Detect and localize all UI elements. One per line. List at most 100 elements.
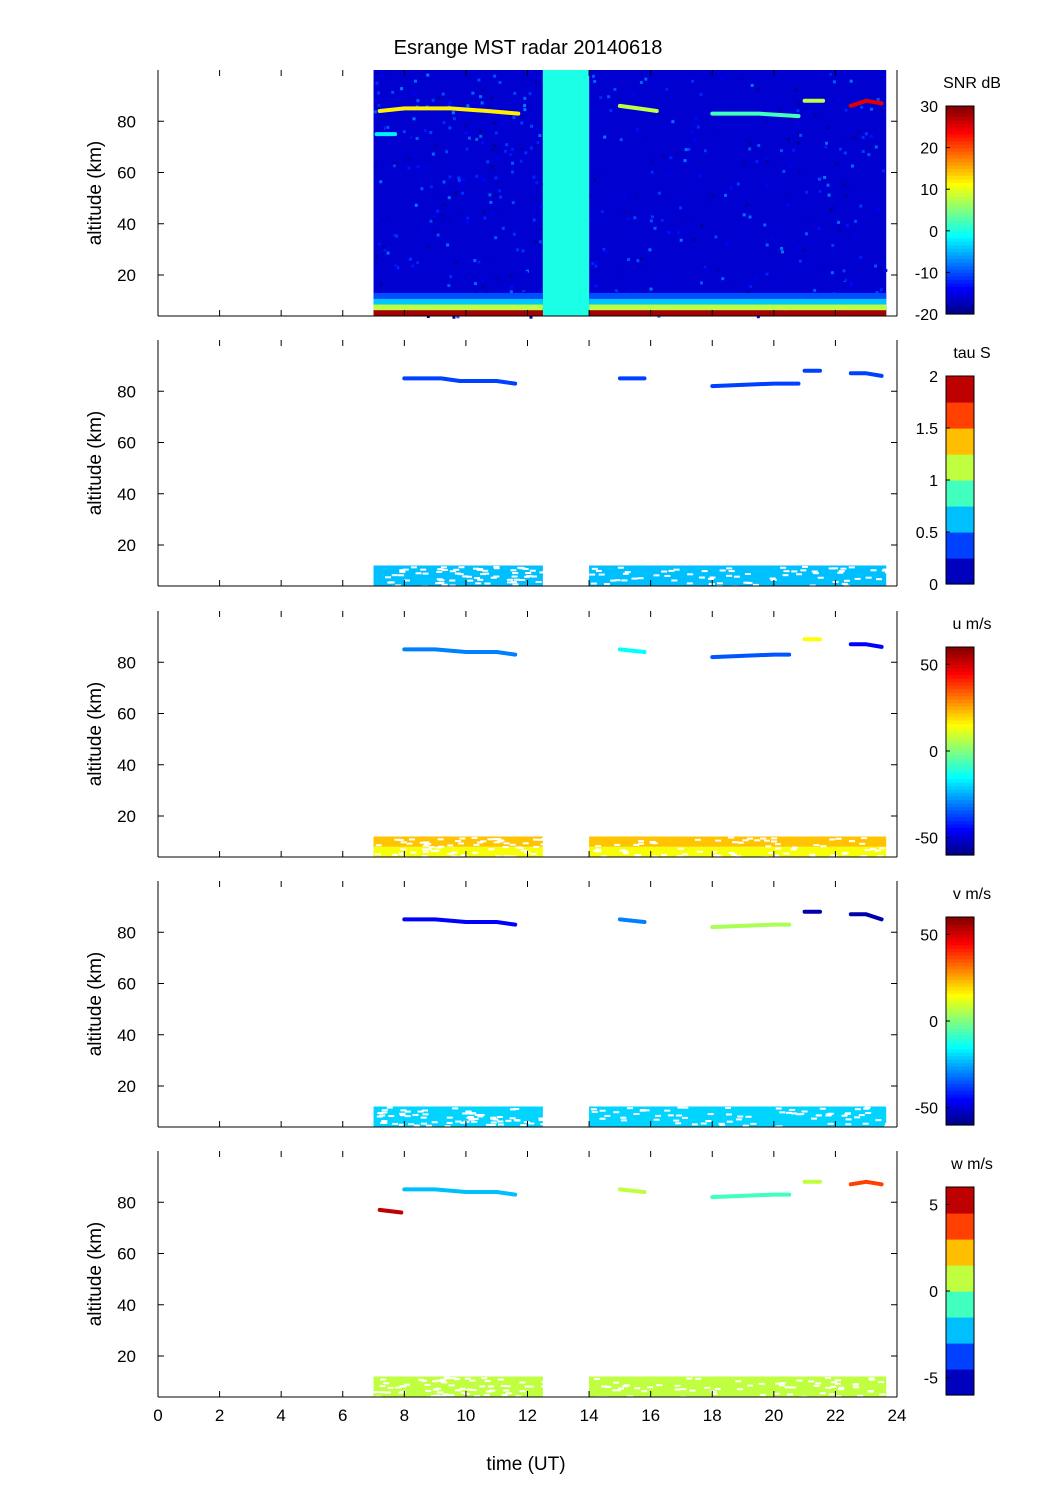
layer-gap-pixel	[691, 1123, 698, 1126]
layer-gap-pixel	[835, 1395, 842, 1398]
echo-feature	[402, 1187, 518, 1197]
layer-gap-pixel	[455, 1389, 462, 1392]
layer-gap-pixel	[441, 1381, 448, 1384]
layer-gap-pixel	[671, 579, 678, 582]
layer-gap-pixel	[519, 578, 526, 581]
layer-gap-pixel	[509, 1117, 516, 1120]
layer-gap-pixel	[440, 566, 447, 569]
colorbar-segment	[946, 116, 974, 121]
noise-pixel	[857, 130, 861, 134]
noise-pixel	[832, 80, 836, 84]
noise-pixel	[810, 156, 814, 160]
layer-gap-pixel	[434, 1387, 441, 1390]
colorbar-tick-label: 0	[929, 744, 938, 761]
colorbar-segment	[946, 248, 974, 253]
noise-pixel	[466, 104, 470, 108]
colorbar-frame	[945, 105, 975, 315]
colorbar-segment	[946, 154, 974, 159]
noise-pixel	[796, 109, 800, 113]
layer-gap-pixel	[744, 572, 751, 575]
layer-gap-pixel	[828, 1393, 835, 1396]
noise-pixel	[602, 247, 606, 251]
layer-gap-pixel	[870, 848, 877, 851]
layer-gap-pixel	[513, 1107, 520, 1110]
noise-pixel	[614, 289, 618, 293]
colorbar-segment	[946, 647, 974, 652]
layer-gap-pixel	[479, 1385, 486, 1388]
layer-gap-pixel	[733, 575, 740, 578]
layer-gap-pixel	[462, 575, 469, 578]
layer-gap-pixel	[782, 574, 789, 577]
layer-gap-pixel	[775, 847, 782, 850]
noise-pixel	[479, 130, 483, 134]
noise-pixel	[465, 147, 469, 151]
noise-pixel	[849, 79, 853, 83]
layer-gap-pixel	[827, 1122, 834, 1125]
layer-gap-pixel	[421, 855, 428, 858]
colorbar-segment	[946, 975, 974, 980]
layer-gap-pixel	[824, 1376, 831, 1379]
layer-gap-pixel	[540, 838, 547, 841]
noise-pixel	[481, 89, 485, 93]
noise-pixel	[763, 223, 767, 227]
colorbar-segment	[946, 1003, 974, 1008]
x-tick-label: 14	[580, 1406, 599, 1425]
colorbar: SNR dB 30 20 10 0 -10 -20	[915, 75, 1001, 324]
colorbar-segment	[946, 754, 974, 759]
noise-pixel	[388, 245, 392, 249]
layer-gap-pixel	[438, 845, 445, 848]
colorbar-segment	[946, 653, 974, 658]
noise-pixel	[884, 268, 888, 272]
noise-pixel	[799, 133, 803, 137]
noise-pixel	[788, 116, 792, 120]
noise-pixel	[441, 203, 445, 207]
layer-gap-pixel	[643, 1109, 650, 1112]
colorbar-segment	[946, 244, 974, 249]
noise-pixel	[431, 152, 435, 156]
colorbar-segment	[946, 147, 974, 152]
layer-gap-pixel	[490, 1121, 497, 1124]
noise-pixel	[593, 178, 597, 182]
layer-gap-pixel	[778, 1384, 785, 1387]
noise-pixel	[847, 207, 851, 211]
colorbar-tick-label: 50	[920, 927, 938, 944]
x-tick-label: 12	[518, 1406, 537, 1425]
noise-pixel	[700, 224, 704, 228]
noise-pixel	[741, 72, 745, 76]
noise-pixel	[830, 271, 834, 275]
noise-pixel	[436, 209, 440, 213]
layer-gap-pixel	[621, 579, 628, 582]
noise-pixel	[867, 145, 871, 149]
x-tick-label: 20	[764, 1406, 783, 1425]
layer-gap-pixel	[399, 570, 406, 573]
noise-pixel	[760, 149, 764, 153]
layer-gap-pixel	[865, 576, 872, 579]
layer-gap-pixel	[775, 1107, 782, 1110]
layer-gap-pixel	[540, 1123, 547, 1126]
colorbar-segment	[946, 844, 974, 849]
noise-pixel	[527, 104, 531, 108]
layer-gap-pixel	[474, 1113, 481, 1116]
layer-gap-pixel	[451, 851, 458, 854]
noise-pixel	[400, 87, 404, 91]
noise-pixel	[431, 98, 435, 102]
noise-pixel	[798, 259, 802, 263]
layer-gap-pixel	[458, 842, 465, 845]
layer-gap-pixel	[404, 1115, 411, 1118]
noise-pixel	[859, 255, 863, 259]
layer-gap-pixel	[862, 1396, 869, 1399]
noise-pixel	[765, 159, 769, 163]
noise-pixel	[750, 83, 754, 87]
layer-gap-pixel	[387, 581, 394, 584]
layer-gap-pixel	[517, 847, 524, 850]
layer-gap-pixel	[473, 843, 480, 846]
layer-gap-pixel	[819, 1107, 826, 1110]
colorbar-segment	[946, 751, 974, 756]
noise-pixel	[393, 161, 397, 165]
noise-pixel	[490, 165, 494, 169]
noise-pixel	[486, 160, 490, 164]
colorbar-segment	[946, 695, 974, 700]
layer-gap-pixel	[398, 574, 405, 577]
layer-gap-pixel	[590, 1108, 597, 1111]
noise-pixel	[597, 258, 601, 262]
